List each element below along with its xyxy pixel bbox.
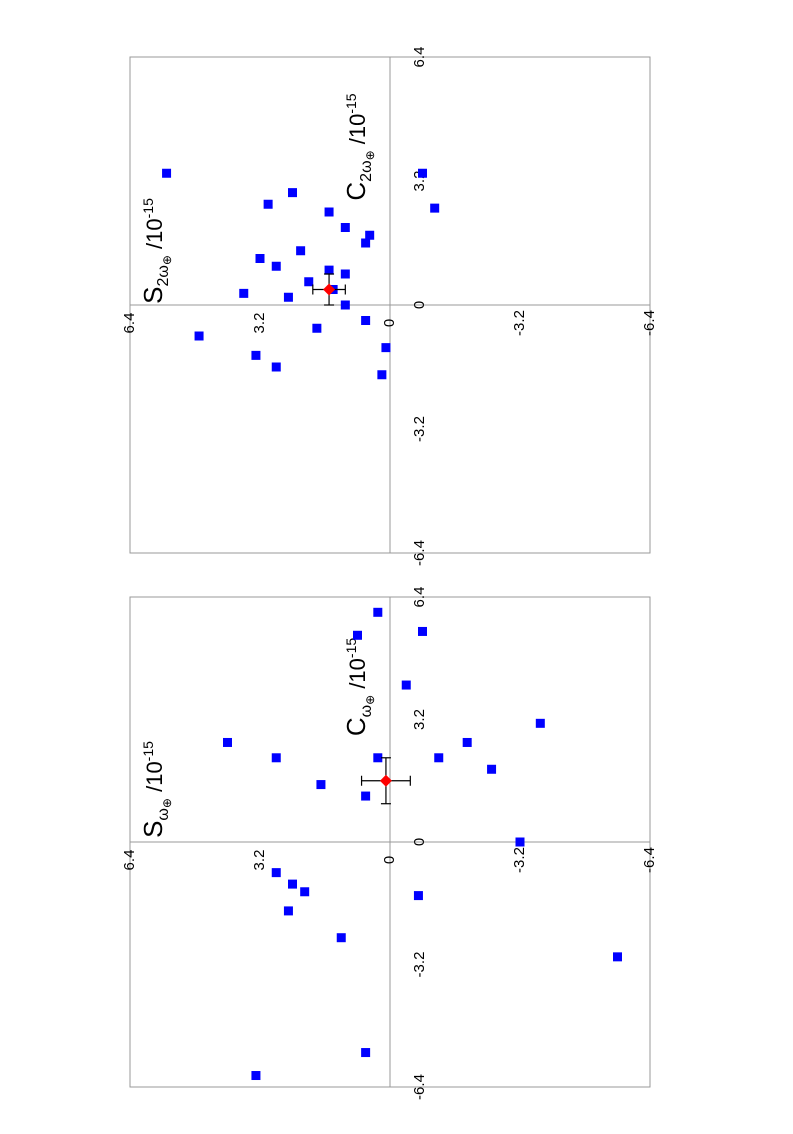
- data-point: [340, 300, 350, 310]
- data-point: [381, 343, 391, 353]
- y-tick-label: -3.2: [511, 847, 528, 873]
- data-point: [283, 292, 293, 302]
- y-axis-label: Sω⊕ /10-15: [138, 741, 174, 838]
- data-point: [324, 207, 334, 217]
- data-point: [373, 607, 383, 617]
- data-point: [487, 764, 497, 774]
- mean-point: [379, 774, 392, 787]
- chart-2: -6.4 -3.2 0 3.2 6.4 -6.4 -3.2 0 3.2 6.4 Cω⊕ /10-15…: [121, 587, 658, 1100]
- data-point: [361, 1048, 371, 1058]
- data-point: [515, 837, 525, 847]
- data-point: [239, 288, 249, 298]
- data-point: [361, 316, 371, 325]
- data-point: [462, 737, 472, 747]
- y-tick-label: 6.4: [121, 850, 138, 871]
- data-point: [271, 261, 281, 271]
- data-point: [194, 331, 204, 341]
- y-tick-label: -3.2: [511, 310, 528, 336]
- x-tick-label: -3.2: [411, 952, 428, 978]
- y-tick-label: 6.4: [121, 313, 138, 334]
- y-tick-label: 3.2: [251, 850, 268, 871]
- x-axis-label: C2ω⊕ /10-15: [341, 93, 377, 200]
- data-point: [283, 906, 293, 916]
- data-point: [418, 168, 427, 178]
- data-point: [263, 199, 273, 209]
- y-tick-label: 3.2: [251, 313, 268, 334]
- data-point: [418, 626, 427, 636]
- data-point: [251, 1071, 261, 1081]
- data-point: [288, 879, 297, 889]
- data-point: [361, 791, 371, 801]
- x-tick-label: 0: [411, 301, 428, 309]
- data-point: [271, 868, 281, 878]
- y-tick-label: -6.4: [641, 310, 658, 336]
- data-point: [251, 350, 261, 360]
- x-tick-label: -3.2: [411, 416, 428, 442]
- data-point: [373, 753, 383, 763]
- x-tick-label: 6.4: [411, 47, 428, 68]
- data-point: [271, 362, 281, 372]
- mean-point: [323, 283, 336, 296]
- data-point: [271, 753, 281, 763]
- y-tick-label: 0: [381, 856, 398, 864]
- x-tick-label: 0: [411, 838, 428, 846]
- data-point: [296, 246, 306, 256]
- data-point: [377, 370, 387, 380]
- data-point: [324, 265, 334, 275]
- data-point: [434, 753, 444, 763]
- y-axis-label: S2ω⊕ /10-15: [138, 198, 174, 304]
- data-point: [300, 887, 310, 897]
- data-point: [162, 168, 172, 178]
- data-point: [336, 933, 346, 943]
- x-tick-label: -6.4: [411, 1074, 428, 1100]
- x-tick-label: 6.4: [411, 587, 428, 608]
- data-point: [340, 223, 350, 232]
- y-tick-label: 0: [381, 319, 398, 327]
- data-point: [255, 254, 265, 263]
- data-point: [353, 630, 362, 640]
- data-point: [288, 188, 297, 198]
- data-point: [304, 277, 314, 287]
- x-tick-label: -6.4: [411, 540, 428, 566]
- data-point: [223, 737, 232, 747]
- data-point: [340, 269, 350, 279]
- data-point: [361, 238, 371, 248]
- data-point: [413, 891, 423, 901]
- data-point: [430, 203, 440, 213]
- data-point: [535, 718, 545, 728]
- data-point: [316, 780, 326, 790]
- data-point: [401, 680, 411, 690]
- data-point: [613, 952, 622, 962]
- x-axis-label: Cω⊕ /10-15: [341, 638, 377, 736]
- x-tick-label: 3.2: [411, 709, 428, 730]
- data-point: [365, 230, 375, 240]
- y-tick-label: -6.4: [641, 847, 658, 873]
- data-point: [312, 323, 322, 333]
